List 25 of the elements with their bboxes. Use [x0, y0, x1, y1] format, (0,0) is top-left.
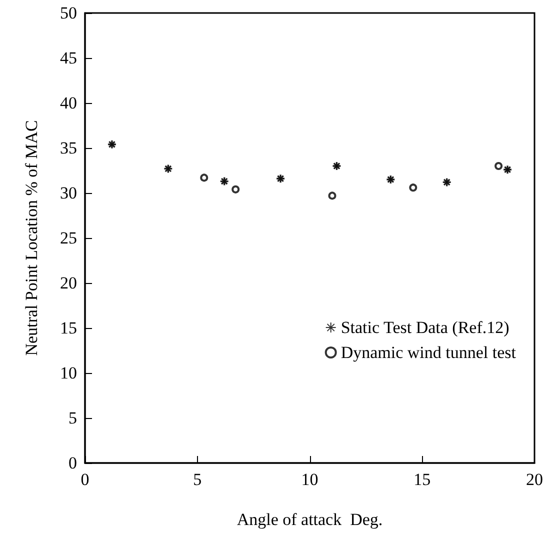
y-tick-label: 20 — [60, 274, 77, 292]
legend-label: Dynamic wind tunnel test — [340, 343, 516, 362]
y-tick-label: 0 — [68, 454, 77, 472]
x-tick-label: 10 — [301, 470, 318, 489]
y-tick-label: 50 — [60, 4, 77, 22]
point — [409, 184, 418, 192]
y-tick-label: 10 — [60, 364, 77, 382]
y-tick-label: 35 — [60, 138, 77, 158]
x-tick-label: 15 — [414, 470, 431, 489]
point — [200, 174, 208, 182]
point — [232, 185, 240, 194]
point — [328, 192, 336, 200]
y-tick-label: 5 — [68, 408, 77, 428]
y-tick-label: 15 — [60, 318, 77, 338]
x-tick-label: 20 — [526, 470, 543, 489]
y-tick-label: 45 — [60, 48, 77, 68]
x-axis-title: Angle of attack Deg. — [236, 510, 383, 529]
x-tick-label: 0 — [80, 470, 90, 489]
x-tick-label: 5 — [193, 470, 202, 489]
y-tick-label: 40 — [60, 94, 77, 112]
point — [494, 162, 503, 170]
legend-label: Static Test Data (Ref.12) — [340, 318, 510, 337]
y-axis-title: Neutral Point Location % of MAC — [22, 120, 41, 356]
y-tick-label: 30 — [60, 184, 77, 202]
y-tick-label: 25 — [60, 228, 77, 248]
